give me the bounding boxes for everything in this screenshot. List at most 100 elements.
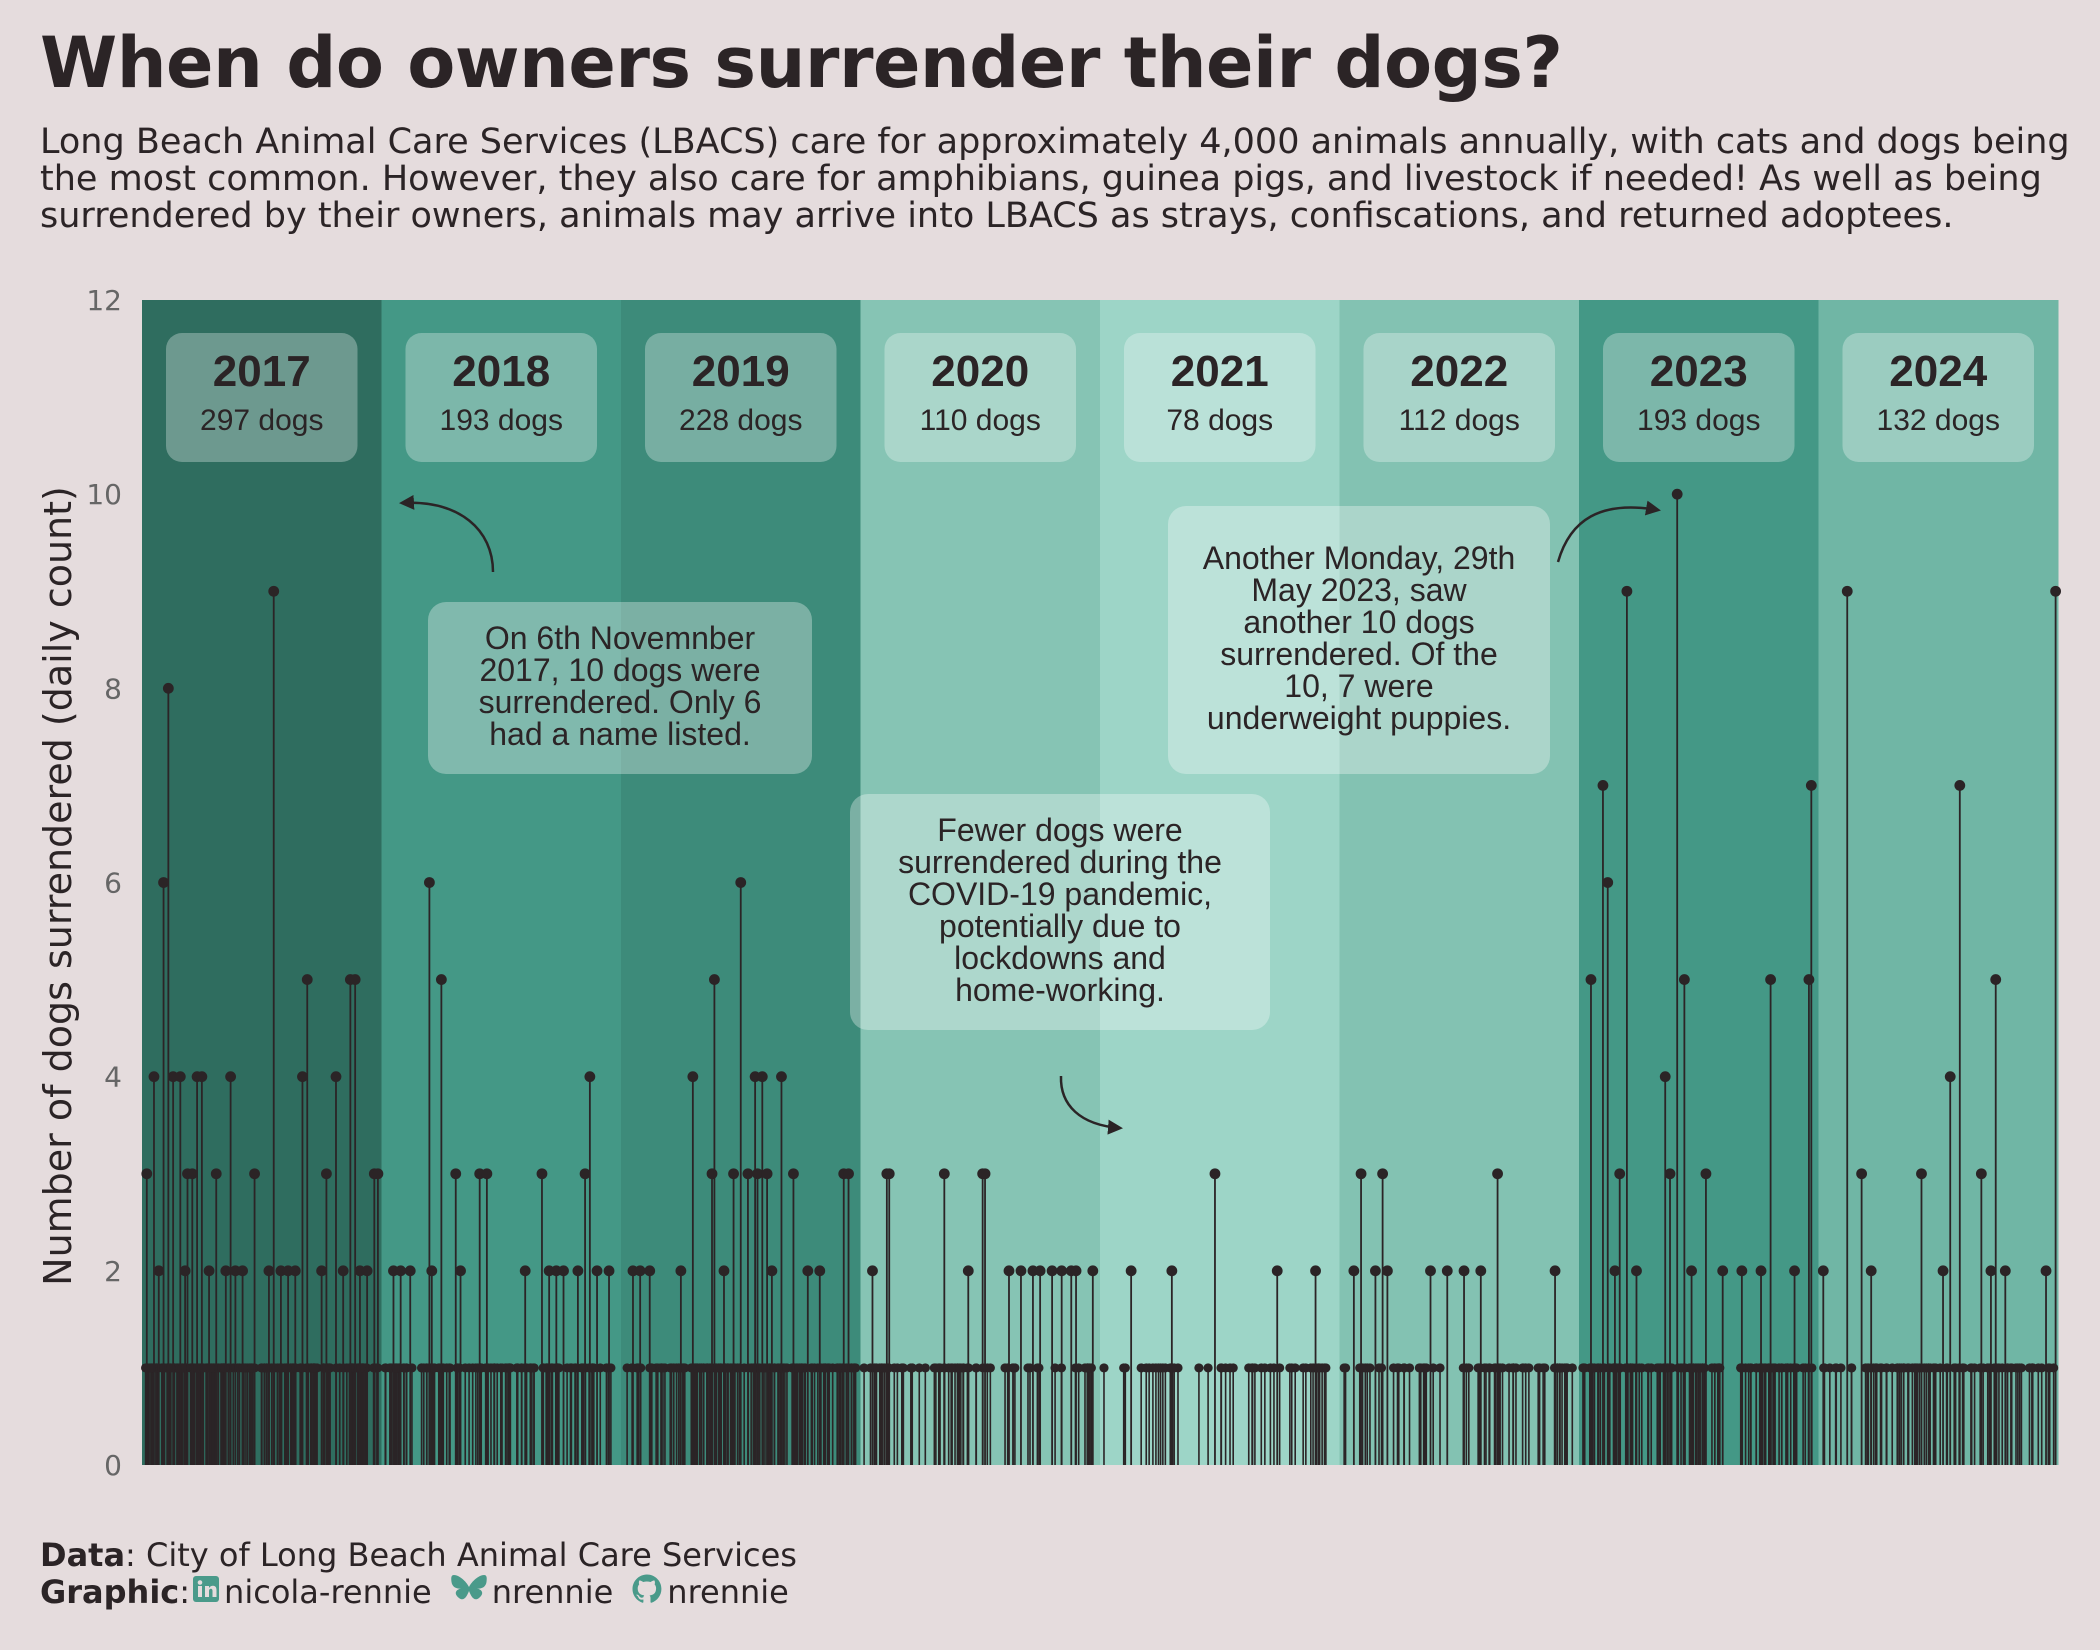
y-tick-label: 6 [104,867,122,900]
y-tick-label: 10 [86,478,122,511]
baseline-point [1533,1363,1543,1373]
spike-point [1817,1265,1829,1277]
spike-point [321,1168,332,1180]
spike-point [141,1168,153,1180]
github-icon[interactable] [631,1573,663,1612]
spike-point [1585,974,1597,985]
bluesky-icon[interactable] [450,1573,488,1612]
year-label-2020: 2020 110 dogs [884,333,1076,462]
spike-point [1990,974,2002,985]
spike-point [1916,1168,1927,1180]
baseline-point [1540,1363,1550,1373]
annotation-line: surrendered during the [898,844,1222,880]
year-band-2021 [1100,300,1340,1465]
spike-point [742,1168,754,1180]
baseline-point [1244,1363,1254,1373]
year-label-2024: 2024 132 dogs [1842,333,2034,462]
spike-point [1271,1265,1283,1277]
spike-point [1937,1265,1949,1277]
annotation-box [850,794,1270,1030]
baseline-point [1153,1363,1164,1373]
baseline-point [562,1363,572,1373]
year-count-text: 132 dogs [1877,404,2000,437]
spike-point [1621,585,1633,597]
baseline-point [460,1363,470,1373]
spike-point [579,1168,591,1180]
spike-point [735,877,747,888]
year-count-text: 110 dogs [920,404,1041,437]
year-count-text: 297 dogs [200,404,323,437]
y-tick-label: 0 [104,1449,122,1482]
spike-point [1166,1265,1178,1277]
spike-point [268,585,280,597]
spike-point [1310,1265,1321,1277]
annotation-line: another 10 dogs [1243,604,1474,640]
github-handle[interactable]: nrennie [667,1573,789,1611]
year-label-box [645,333,837,462]
spike-point [1664,1168,1676,1180]
baseline-point [356,1363,366,1373]
spike-point [1678,974,1690,985]
spike-point [1475,1265,1487,1277]
arrow-nov2017 [399,494,495,573]
spike-point [709,974,720,985]
year-label-box [884,333,1076,462]
y-axis-label: Number of dogs surrendered (daily count) [36,486,80,1286]
baseline-point [1099,1363,1109,1373]
baseline-point [1365,1363,1375,1373]
baseline-point [669,1363,679,1373]
spike-point [301,974,313,985]
chart-title: When do owners surrender their dogs? [40,22,1563,104]
bluesky-handle[interactable]: nrennie [491,1573,614,1611]
caption-colon: : [179,1573,191,1611]
baseline-point [1831,1363,1841,1373]
y-tick-label: 2 [104,1255,122,1288]
baseline-point [1678,1363,1688,1373]
spike-point [1944,1071,1956,1083]
baseline-point [646,1363,656,1373]
spike-point [1355,1168,1367,1180]
spike-point [220,1265,232,1277]
baseline-point [1949,1363,1959,1373]
year-label-box [1603,333,1795,462]
spike-point [316,1265,328,1277]
annotation-line: COVID-19 pandemic, [908,876,1212,912]
baseline-point [1992,1363,2002,1373]
baseline-point [1120,1363,1130,1373]
baseline-point [344,1363,355,1373]
spike-point [481,1168,493,1180]
spike-point [435,974,447,985]
baseline-point [1194,1363,1204,1373]
spike-point [179,1265,191,1277]
baseline-point [794,1363,804,1373]
baseline-point [2015,1363,2025,1373]
baseline-point [1846,1363,1857,1373]
baseline-point [1898,1363,1909,1373]
spike-point [687,1071,699,1083]
spike-point [1700,1168,1712,1180]
spike-point [1686,1265,1697,1277]
year-label-2023: 2023 193 dogs [1603,333,1795,462]
baseline-point [1714,1363,1724,1373]
baseline-point [525,1363,535,1373]
spike-point [802,1265,814,1277]
baseline-point [971,1363,981,1373]
spike-point [519,1265,531,1277]
year-label-box [1363,333,1555,462]
linkedin-icon[interactable] [192,1575,220,1610]
annotation-line: had a name listed. [489,716,751,752]
baseline-point [1912,1363,1922,1373]
linkedin-handle[interactable]: nicola-rennie [224,1573,432,1611]
spike-point [1999,1265,2011,1277]
spike-point [938,1168,950,1180]
spike-point [249,1168,260,1180]
year-label-box [405,333,597,462]
year-label-text: 2018 [452,347,550,396]
year-label-text: 2017 [213,347,311,396]
baseline-point [946,1363,956,1373]
baseline-point [1306,1363,1316,1373]
baseline-point [696,1363,706,1373]
spike-point [424,877,435,888]
baseline-point [1216,1363,1226,1373]
year-count-text: 193 dogs [440,404,563,437]
